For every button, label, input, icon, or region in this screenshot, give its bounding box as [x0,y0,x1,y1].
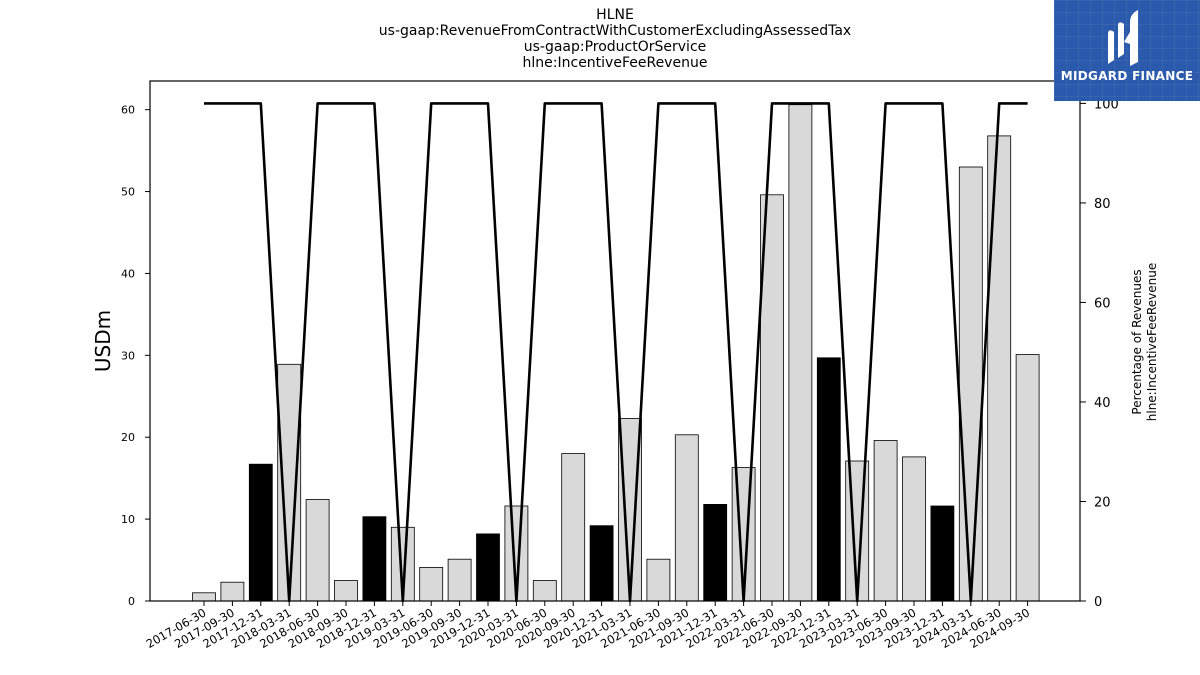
title-line-member: hlne:IncentiveFeeRevenue [522,55,708,71]
bar [532,580,557,602]
title-line-concept: us-gaap:RevenueFromContractWithCustomerE… [378,23,852,39]
y2-axis-label: Percentage of Revenues [1130,269,1144,414]
bar [873,440,898,602]
midgard-logo: MIDGARD FINANCE [1054,0,1200,101]
bar [987,135,1012,602]
y2-tick-label: 60 [1094,296,1111,311]
bar [589,525,614,602]
logo-text: MIDGARD FINANCE [1060,69,1194,83]
bar [816,357,841,602]
y-tick-label: 30 [121,349,135,362]
y2-tick-label: 40 [1094,396,1111,411]
bar [674,434,699,602]
bar [958,166,983,602]
plot-frame [149,80,1081,602]
title-line-axis: us-gaap:ProductOrService [523,39,707,55]
bar [902,456,926,602]
bar [248,463,273,602]
bar [1015,354,1040,602]
y-tick-label: 0 [128,595,135,608]
bar [192,592,216,602]
y-tick-label: 10 [121,513,135,526]
bar [788,104,813,602]
y-axis-label: USDm [91,310,115,372]
bar [334,580,358,602]
y2-tick-label: 80 [1094,197,1111,212]
bar [362,516,387,602]
y-tick-label: 60 [121,104,135,117]
chart-title: HLNE us-gaap:RevenueFromContractWithCust… [300,7,930,71]
midgard-m-logo-icon [1108,10,1138,66]
percentage-line [204,102,1028,603]
y2-tick-label: 100 [1094,97,1119,112]
y2-axis-label: hlne:IncentiveFeeRevenue [1145,263,1159,422]
y2-tick-label: 0 [1094,595,1102,610]
bar [703,503,728,602]
bar [305,499,330,602]
bar [476,533,500,602]
title-line-ticker: HLNE [596,7,634,23]
y2-tick-label: 20 [1094,495,1111,510]
bar [646,558,671,602]
bar [419,567,444,602]
y-tick-label: 40 [121,267,135,280]
bar [930,505,955,602]
bar [447,558,472,602]
y-tick-label: 20 [121,431,135,444]
bar [220,581,245,602]
y-tick-label: 50 [121,186,135,199]
bar [561,453,586,602]
